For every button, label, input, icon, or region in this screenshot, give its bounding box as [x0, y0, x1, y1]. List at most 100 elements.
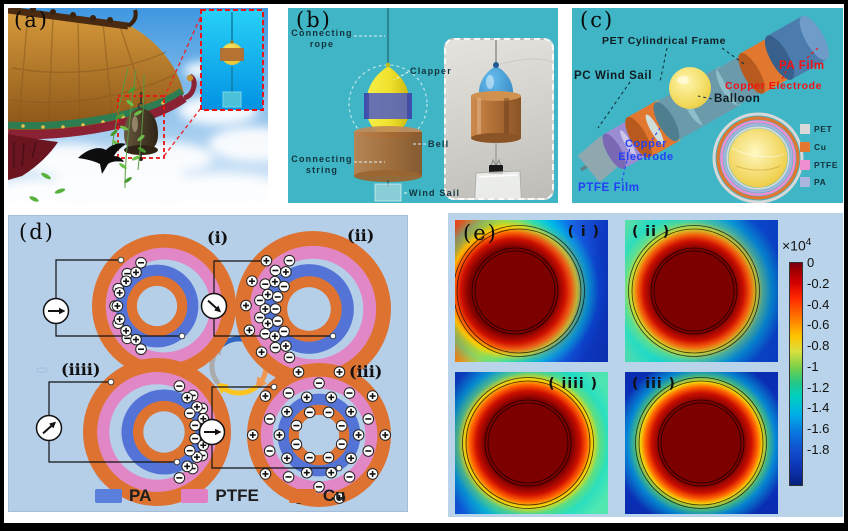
inset-model-box	[200, 9, 264, 111]
balloon-sphere	[669, 67, 711, 109]
colorbar-tick: -1.8	[807, 442, 830, 457]
bell-icon	[124, 108, 158, 150]
heatmap-iiii-outlines	[462, 377, 594, 509]
heatmap-iii-outlines	[635, 377, 767, 509]
pet-swatch	[800, 124, 810, 134]
e-sublabel-iii: ( iii )	[632, 376, 676, 392]
clapper-band	[364, 93, 412, 119]
heatmap-iii: ( iii )	[625, 372, 778, 514]
pc-wind-sail-plate	[577, 135, 623, 183]
panel-e-simulation: (e) ( i ) ( ii ) ( iiii )	[448, 213, 843, 517]
cycle-arrow-yellow	[215, 382, 258, 396]
colorbar	[789, 262, 803, 486]
zoom-connector-bottom	[163, 107, 202, 157]
colorbar-tick: -0.6	[807, 317, 830, 332]
label-wind-sail: Wind Sail	[409, 188, 461, 198]
cross-section	[712, 112, 804, 203]
device-photo-graphic	[471, 40, 552, 198]
panel-c-exploded-view: (c)	[572, 8, 843, 203]
temple-roof	[8, 8, 197, 180]
e-sublabel-iiii: ( iiii )	[548, 376, 598, 392]
colorbar-tick: -1.6	[807, 421, 830, 436]
label-clapper: Clapper	[410, 66, 452, 76]
colorbar-tick: -1.2	[807, 380, 830, 395]
inset-wind-sail	[222, 91, 242, 108]
e-sublabel-ii: ( ii )	[632, 224, 671, 240]
output-wire	[499, 58, 552, 65]
charge-ring-diagram	[42, 234, 236, 378]
colorbar-tick: -0.4	[807, 297, 830, 312]
c-leader-lines	[597, 47, 819, 182]
inset-copper-band	[220, 48, 244, 61]
exploded-device-graphic	[577, 15, 829, 203]
ridge-ornaments	[30, 8, 113, 23]
c-legend-pet: PET	[800, 124, 832, 134]
charge-ring-diagram	[35, 358, 231, 506]
panel-d-label: (d)	[19, 220, 55, 244]
label-connecting-rope: Connecting rope	[291, 28, 353, 50]
bell-cylinder	[354, 132, 422, 176]
zoom-connector-top	[163, 15, 202, 99]
leader-lines	[354, 35, 426, 194]
swallow-icon	[78, 143, 126, 174]
heatmap-ii-outlines	[628, 225, 760, 357]
colorbar-tick: 0	[807, 255, 815, 270]
ptfe-swatch	[800, 160, 810, 170]
pa-film-cylinder	[764, 15, 829, 80]
c-legend-ptfe: PTFE	[800, 160, 838, 170]
colorbar-tick: -1	[807, 359, 819, 374]
c-legend-pa: PA	[800, 177, 826, 187]
heatmap-ii: ( ii )	[625, 220, 778, 362]
charge-ring-diagram	[198, 363, 392, 507]
cu-legend-swatch	[288, 489, 316, 503]
panel-b-schematic: (b)	[288, 8, 558, 203]
d-legend-cu: Cu	[288, 486, 345, 506]
panel-a-label: (a)	[14, 8, 49, 32]
eave-gold-medallions	[21, 101, 165, 129]
heatmap-iiii: ( iiii )	[455, 372, 608, 514]
heatmap-i: (e) ( i )	[455, 220, 608, 362]
label-bell: Bell	[428, 139, 450, 149]
photo-copper-cylinder	[471, 96, 521, 138]
label-copper-electrode-bottom: Copper Electrode	[618, 138, 674, 163]
label-ptfe-film: PTFE Film	[578, 182, 640, 194]
panel-c-label: (c)	[580, 8, 615, 32]
label-pet-frame: PET Cylindrical Frame	[602, 35, 727, 47]
colorbar-tick: -1.4	[807, 400, 830, 415]
label-connecting-string: Connecting string	[291, 154, 353, 176]
colorbar-multiplier: ×104	[782, 237, 812, 254]
panel-d-working-mechanism: (d)	[8, 215, 408, 512]
cu-swatch	[800, 142, 810, 152]
photo-wind-sail	[474, 170, 522, 198]
panel-b-label: (b)	[296, 8, 332, 32]
willow-leaves	[29, 67, 146, 202]
label-pa-film: PA Film	[779, 60, 825, 72]
clouds	[8, 62, 268, 203]
charge-cycle-graphic	[35, 231, 392, 507]
heatmap-i-outlines	[455, 225, 585, 357]
label-pc-wind-sail: PC Wind Sail	[574, 70, 653, 82]
panel-a-photo: (a)	[8, 8, 268, 203]
d-sublabel-iii: (iii)	[349, 362, 383, 381]
d-sublabel-i: (i)	[207, 228, 229, 247]
falling-leaves	[29, 172, 66, 202]
label-balloon: Balloon	[714, 93, 761, 105]
e-sublabel-i: ( i )	[567, 224, 600, 240]
label-copper-electrode-top: Copper Electrode	[725, 80, 823, 92]
d-legend-pa: PA	[95, 486, 151, 506]
pa-legend-swatch	[95, 489, 122, 503]
panel-e-label: (e)	[463, 221, 498, 245]
ptfe-legend-swatch	[181, 489, 209, 503]
d-legend-ptfe: PTFE	[181, 486, 259, 506]
charge-ring-diagram	[200, 231, 391, 387]
zoom-region-box	[117, 95, 165, 159]
d-sublabel-iiii: (iiii)	[61, 360, 101, 379]
device-photo	[444, 38, 554, 200]
wind-bell-schematic	[348, 8, 428, 202]
temple-eave-photo-graphic	[8, 8, 268, 203]
colorbar-tick: -0.2	[807, 276, 830, 291]
d-legend: PA PTFE Cu	[95, 486, 345, 506]
colorbar-tick: -0.8	[807, 338, 830, 353]
wind-sail-square	[374, 183, 402, 202]
